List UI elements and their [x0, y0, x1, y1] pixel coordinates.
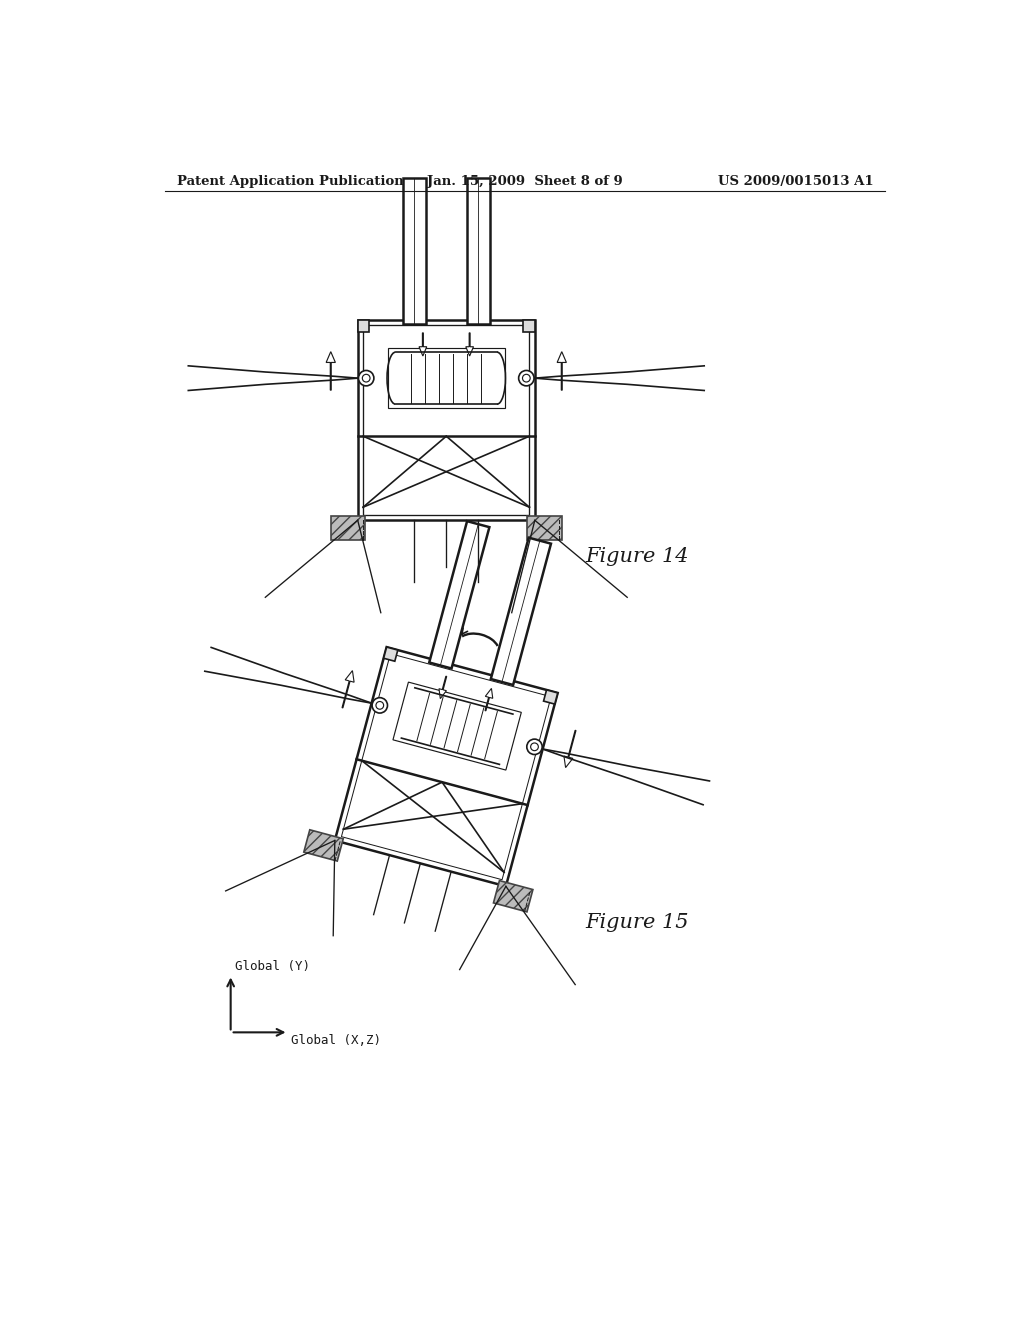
- Circle shape: [358, 371, 374, 385]
- Text: Patent Application Publication: Patent Application Publication: [177, 176, 403, 189]
- Bar: [388, 348, 505, 408]
- Polygon shape: [439, 676, 446, 698]
- Polygon shape: [304, 830, 343, 861]
- Polygon shape: [466, 333, 473, 356]
- Text: Figure 15: Figure 15: [585, 913, 688, 932]
- Polygon shape: [544, 690, 558, 704]
- Polygon shape: [557, 351, 566, 391]
- Circle shape: [518, 371, 535, 385]
- Bar: [357, 321, 535, 520]
- Polygon shape: [384, 647, 397, 661]
- Polygon shape: [564, 730, 577, 768]
- Polygon shape: [494, 880, 532, 912]
- Bar: [364, 326, 529, 515]
- Bar: [402, 178, 426, 323]
- Text: Global (Y): Global (Y): [234, 960, 309, 973]
- Bar: [523, 321, 535, 331]
- Text: Global (X,Z): Global (X,Z): [292, 1034, 382, 1047]
- Bar: [331, 516, 366, 540]
- Text: Jan. 15, 2009  Sheet 8 of 9: Jan. 15, 2009 Sheet 8 of 9: [427, 176, 623, 189]
- Text: Figure 14: Figure 14: [585, 548, 688, 566]
- Text: US 2009/0015013 A1: US 2009/0015013 A1: [718, 176, 873, 189]
- Polygon shape: [326, 351, 336, 391]
- Polygon shape: [429, 521, 489, 668]
- Polygon shape: [342, 671, 354, 708]
- Bar: [527, 516, 562, 540]
- Polygon shape: [490, 537, 551, 685]
- Bar: [467, 178, 489, 323]
- Polygon shape: [419, 333, 427, 356]
- Polygon shape: [335, 647, 558, 886]
- Polygon shape: [485, 689, 493, 711]
- Bar: [357, 321, 370, 331]
- Circle shape: [526, 739, 542, 755]
- Circle shape: [372, 698, 387, 713]
